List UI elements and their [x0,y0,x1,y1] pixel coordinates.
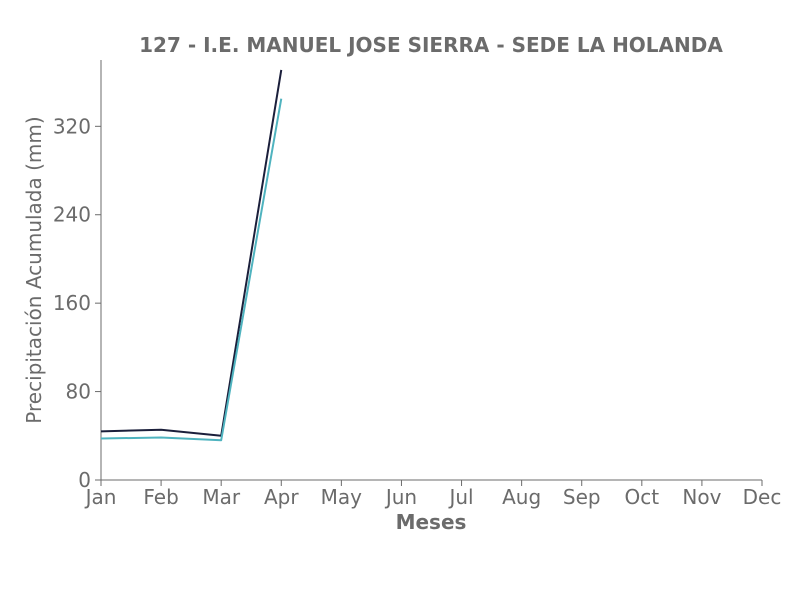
x-axis-label: Meses [396,510,467,534]
x-tick-label: Dec [743,485,782,509]
y-tick-label: 0 [78,468,91,492]
x-tick-label: Jan [84,485,117,509]
x-tick-label: Jun [384,485,417,509]
axes [100,60,762,481]
series-line-2 [100,98,283,442]
x-tick-label: Apr [264,485,299,509]
y-axis-label: Precipitación Acumulada (mm) [22,116,46,423]
x-tick-label: May [321,485,363,509]
x-tick-label: Mar [202,485,241,509]
y-tick-label: 320 [53,114,91,138]
y-ticks: 0 80 160 240 320 [53,114,101,492]
x-tick-label: Sep [563,485,601,509]
series-lines [100,69,283,442]
x-tick-label: Nov [682,485,721,509]
y-tick-label: 80 [66,380,91,404]
x-ticks: Jan Feb Mar Apr May Jun Jul Aug Sep Oct Nov Dec [84,480,782,509]
x-tick-label: Feb [143,485,178,509]
series-line-1 [100,69,283,437]
chart-title: 127 - I.E. MANUEL JOSE SIERRA - SEDE LA … [139,33,723,57]
x-tick-label: Aug [502,485,541,509]
x-tick-label: Jul [447,485,473,509]
y-tick-label: 160 [53,291,91,315]
x-tick-label: Oct [625,485,660,509]
y-tick-label: 240 [53,203,91,227]
